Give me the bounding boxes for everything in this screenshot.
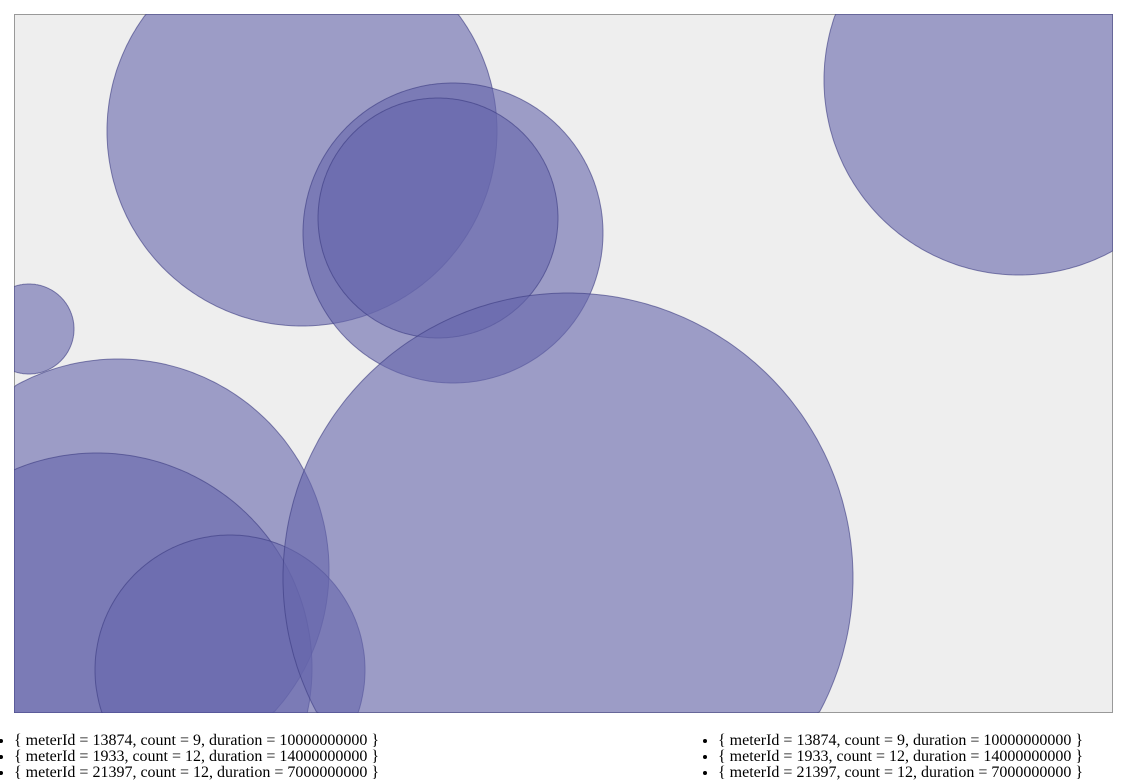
bubble xyxy=(14,283,75,375)
list-item: { meterId = 13874, count = 9, duration =… xyxy=(14,733,379,749)
meter-list-left: { meterId = 13874, count = 9, duration =… xyxy=(0,733,379,781)
list-item: { meterId = 21397, count = 12, duration … xyxy=(718,765,1083,781)
bubble-canvas xyxy=(14,14,1113,713)
list-item: { meterId = 21397, count = 12, duration … xyxy=(14,765,379,781)
bubble xyxy=(282,292,854,713)
list-item: { meterId = 1933, count = 12, duration =… xyxy=(14,749,379,765)
bubble-svg xyxy=(14,14,1113,713)
list-item: { meterId = 1933, count = 12, duration =… xyxy=(718,749,1083,765)
bubble xyxy=(823,14,1113,276)
list-item: { meterId = 13874, count = 9, duration =… xyxy=(718,733,1083,749)
meter-list-right: { meterId = 13874, count = 9, duration =… xyxy=(704,733,1083,781)
